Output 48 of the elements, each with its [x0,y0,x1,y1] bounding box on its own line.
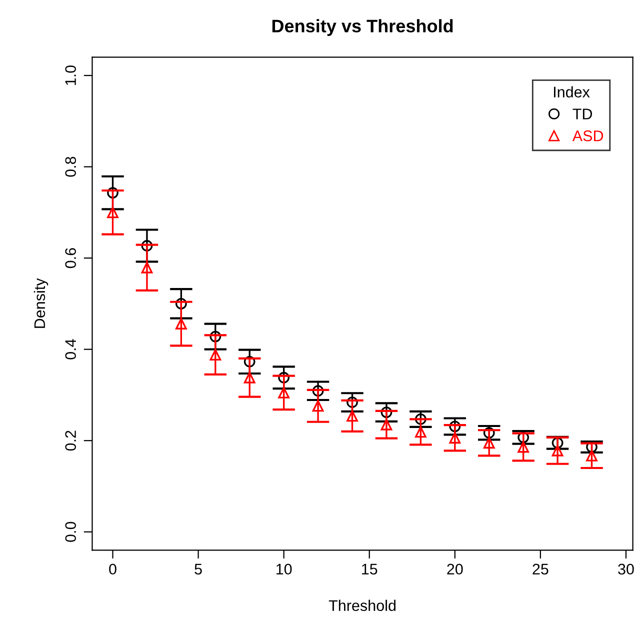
legend-title: Index [554,86,590,98]
x-tick-label: 15 [362,564,378,575]
point [278,386,290,398]
point [210,349,222,360]
point [278,372,290,384]
point [312,400,324,412]
y-tick-label: 0.6 [65,248,76,268]
point [552,437,564,449]
point [483,427,495,439]
point [312,385,324,397]
point [141,262,153,274]
point [107,187,118,198]
point [244,356,256,368]
legend-label: ASD [572,130,604,142]
point [244,372,256,384]
x-tick-label: 10 [276,564,292,575]
x-tick-label: 25 [532,564,548,575]
point [107,206,118,218]
point [380,406,392,418]
legend-label: TD [572,108,592,120]
x-tick-label: 20 [447,564,463,575]
x-tick-label: 0 [109,564,116,575]
y-tick-label: 0.4 [65,339,76,360]
y-tick-label: 0.2 [65,430,76,451]
x-tick-label: 5 [194,564,202,575]
point [518,432,530,444]
point [380,418,392,430]
point [210,330,222,342]
point [414,413,426,425]
y-tick-label: 1.0 [65,65,76,85]
point [141,240,153,252]
y-tick-label: 0.8 [65,156,76,177]
point [175,318,187,330]
point [483,437,495,449]
point [346,410,358,422]
point [518,441,530,453]
x-tick-label: 30 [618,564,634,575]
point [586,450,598,462]
x-axis-title: Threshold [328,600,396,612]
point [449,432,461,444]
point [346,396,358,408]
y-axis-title: Density [34,278,48,328]
point [449,420,461,432]
chart-title: Density vs Threshold [272,19,453,36]
point [175,298,187,310]
point [552,444,564,456]
point [414,426,426,438]
y-tick-label: 0.0 [65,522,76,542]
